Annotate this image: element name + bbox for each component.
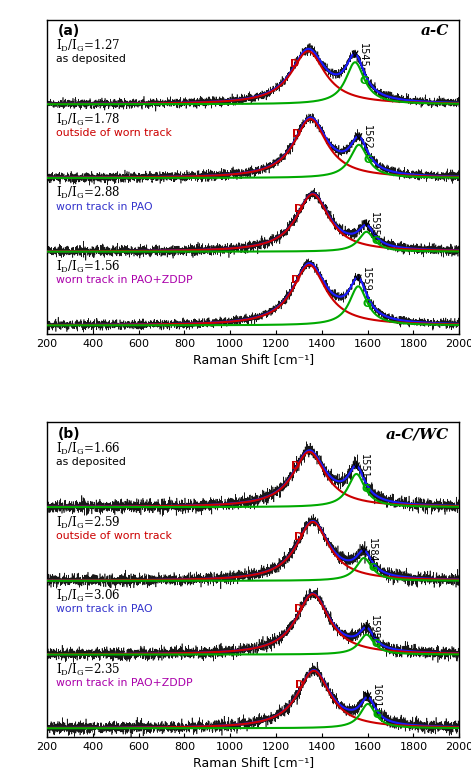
Text: G: G — [369, 563, 378, 573]
X-axis label: Raman Shift [cm⁻¹]: Raman Shift [cm⁻¹] — [193, 756, 314, 769]
Text: D: D — [294, 532, 304, 541]
Text: worn track in PAO+ZDDP: worn track in PAO+ZDDP — [56, 678, 193, 688]
Text: a-C/WC: a-C/WC — [386, 427, 449, 441]
Text: G: G — [361, 484, 370, 494]
Text: 1595: 1595 — [369, 212, 379, 237]
Text: $\mathregular{I_D/I_G}$=2.35: $\mathregular{I_D/I_G}$=2.35 — [56, 662, 121, 678]
Text: D: D — [294, 604, 304, 614]
Text: 1551: 1551 — [359, 454, 369, 479]
Text: $\mathregular{I_D/I_G}$=1.66: $\mathregular{I_D/I_G}$=1.66 — [56, 441, 121, 457]
Text: 1545: 1545 — [358, 42, 368, 67]
Text: G: G — [364, 154, 373, 165]
Text: worn track in PAO+ZDDP: worn track in PAO+ZDDP — [56, 275, 193, 285]
Text: $\mathregular{I_D/I_G}$=2.59: $\mathregular{I_D/I_G}$=2.59 — [56, 515, 121, 530]
Text: worn track in PAO: worn track in PAO — [56, 201, 153, 211]
Text: D: D — [291, 275, 300, 285]
Text: outside of worn track: outside of worn track — [56, 128, 172, 138]
Text: $\mathregular{I_D/I_G}$=2.88: $\mathregular{I_D/I_G}$=2.88 — [56, 186, 121, 201]
Text: G: G — [373, 710, 382, 720]
Text: D: D — [295, 680, 305, 690]
Text: outside of worn track: outside of worn track — [56, 530, 172, 541]
Text: 1584: 1584 — [367, 538, 377, 563]
Text: $\mathregular{I_D/I_G}$=1.56: $\mathregular{I_D/I_G}$=1.56 — [56, 259, 121, 275]
Text: G: G — [360, 76, 369, 86]
Text: 1601: 1601 — [371, 684, 381, 709]
Text: worn track in PAO: worn track in PAO — [56, 604, 153, 615]
X-axis label: Raman Shift [cm⁻¹]: Raman Shift [cm⁻¹] — [193, 353, 314, 367]
Text: G: G — [371, 639, 380, 649]
Text: as deposited: as deposited — [56, 457, 126, 467]
Text: $\mathregular{I_D/I_G}$=1.78: $\mathregular{I_D/I_G}$=1.78 — [56, 112, 121, 128]
Text: D: D — [291, 461, 300, 470]
Text: D: D — [294, 204, 304, 214]
Text: 1595: 1595 — [369, 615, 379, 640]
Text: G: G — [371, 236, 380, 246]
Text: D: D — [290, 59, 299, 69]
Text: $\mathregular{I_D/I_G}$=1.27: $\mathregular{I_D/I_G}$=1.27 — [56, 38, 121, 54]
Text: 1559: 1559 — [361, 267, 371, 292]
Text: $\mathregular{I_D/I_G}$=3.06: $\mathregular{I_D/I_G}$=3.06 — [56, 588, 121, 604]
Text: 1562: 1562 — [362, 125, 372, 150]
Text: (b): (b) — [57, 427, 80, 441]
Text: G: G — [363, 299, 372, 309]
Text: D: D — [292, 129, 301, 139]
Text: (a): (a) — [57, 24, 80, 38]
Text: a-C: a-C — [421, 24, 449, 38]
Text: as deposited: as deposited — [56, 54, 126, 64]
